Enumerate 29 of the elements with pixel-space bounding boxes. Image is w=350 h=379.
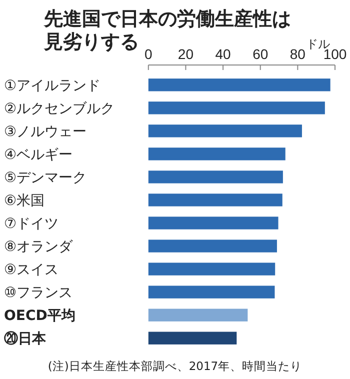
bar <box>148 102 325 114</box>
x-tick-label: 20 <box>178 46 194 62</box>
y-tick-label: ⑧オランダ <box>4 239 74 256</box>
y-tick-label: ⑨スイス <box>4 262 59 278</box>
bar <box>148 124 302 138</box>
bar <box>148 240 277 252</box>
y-tick-label: ⑤デンマーク <box>4 170 87 186</box>
y-tick-label: ⑦ドイツ <box>4 216 59 232</box>
text: (注)日本生産性本部調べ、2017年、時間当たり <box>48 359 302 373</box>
bar <box>148 308 248 322</box>
bar <box>148 170 283 184</box>
bar <box>148 332 237 344</box>
y-tick-label: OECD平均 <box>4 308 76 324</box>
bar <box>148 286 275 298</box>
bar <box>148 216 278 230</box>
y-tick-label: ②ルクセンブルク <box>4 100 115 117</box>
y-tick-label: ④ベルギー <box>4 146 73 163</box>
bar <box>148 262 276 276</box>
bar <box>148 148 286 160</box>
y-tick-label: ⑥米国 <box>4 193 45 210</box>
x-tick-label: 80 <box>290 46 306 62</box>
bar <box>148 194 282 206</box>
y-tick-label: ③ノルウェー <box>4 124 87 140</box>
y-tick-label: ①アイルランド <box>4 78 101 94</box>
x-tick-label: 40 <box>215 46 232 62</box>
x-tick-label: 60 <box>252 46 268 62</box>
y-tick-label: ⑳日本 <box>4 331 47 348</box>
y-tick-label: ⑩フランス <box>4 285 73 302</box>
bar <box>148 78 330 92</box>
